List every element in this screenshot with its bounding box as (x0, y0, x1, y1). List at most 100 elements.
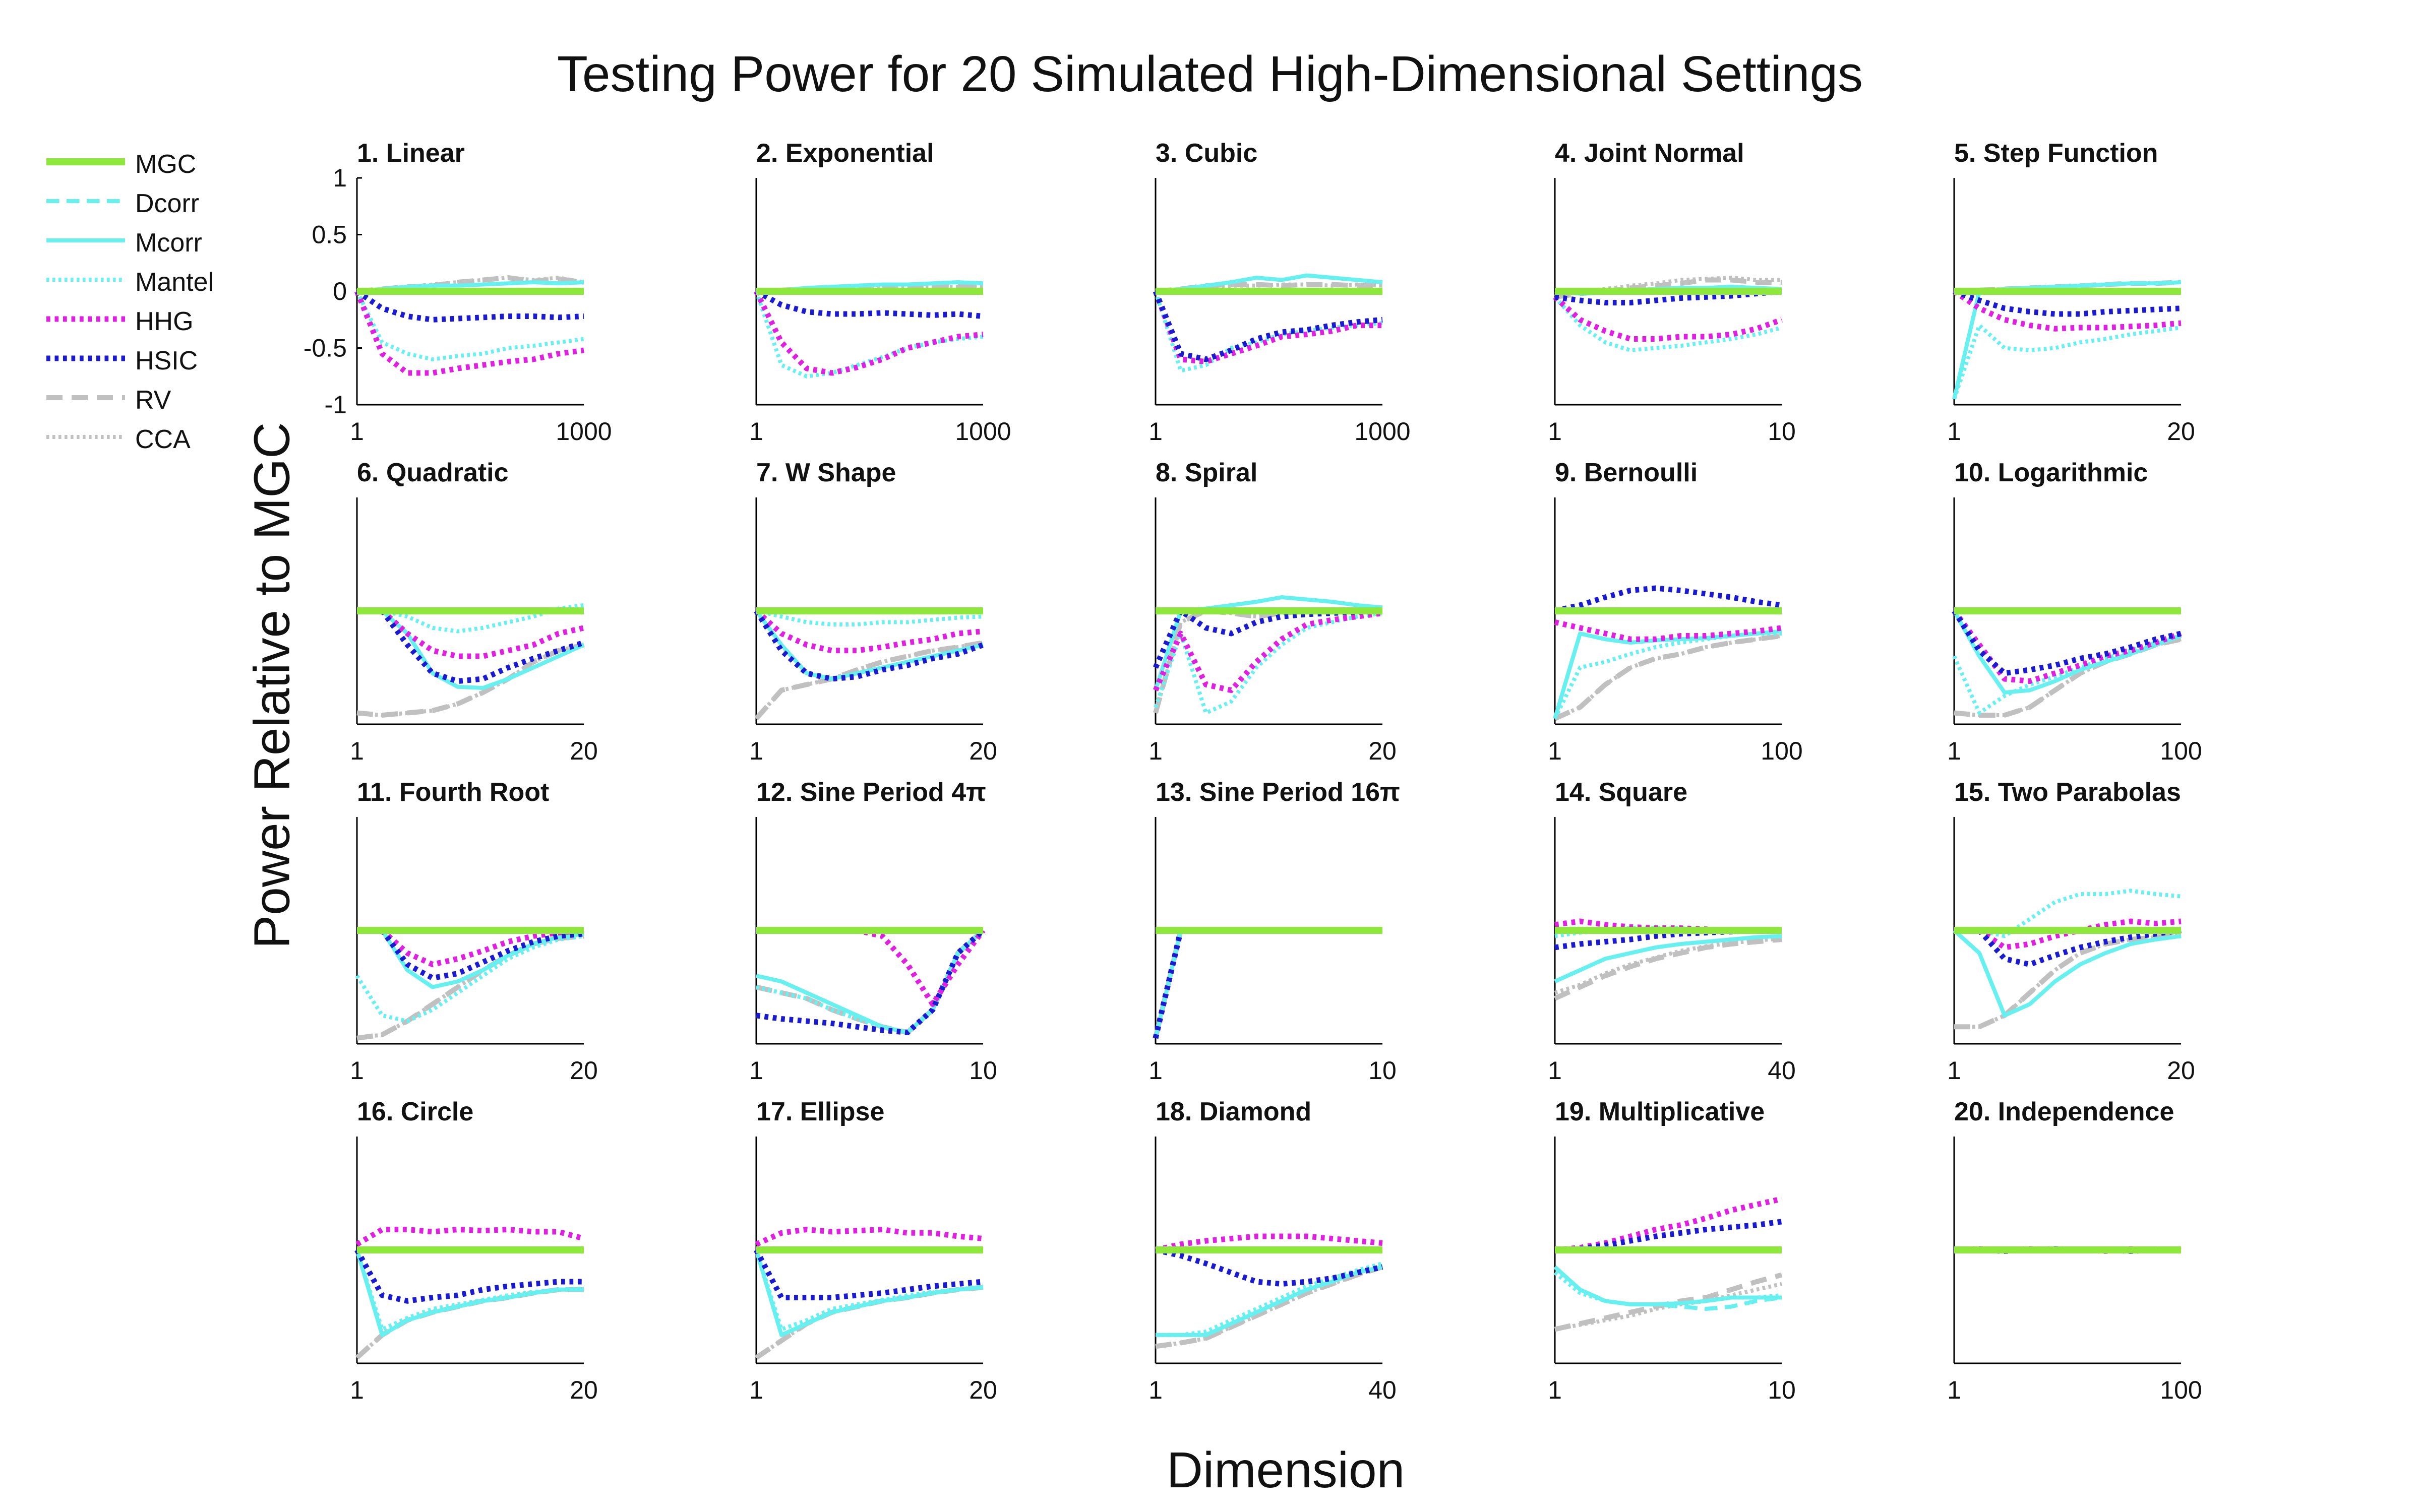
series-hhg (754, 290, 984, 376)
series-mcorr (1952, 280, 2182, 400)
series-hsic (1153, 927, 1382, 1039)
x-tick-label-max: 40 (1768, 1056, 1796, 1085)
panel-title: 20. Independence (1954, 1097, 2174, 1126)
series-hhg (1952, 289, 2182, 332)
series-rv (356, 642, 585, 718)
panel-9: 9. Bernoulli 1 100 (1548, 458, 1803, 765)
x-tick-label-max: 1000 (556, 417, 612, 446)
x-tick-label-min: 1 (1947, 417, 1961, 446)
series-mantel (355, 290, 584, 361)
panel-11: 11. Fourth Root 1 20 (350, 778, 598, 1085)
panel-title: 17. Ellipse (756, 1097, 884, 1126)
series-hsic (754, 1248, 984, 1300)
y-tick-label: -0.5 (304, 334, 347, 362)
x-tick-label-min: 1 (1947, 737, 1961, 765)
panel-title: 14. Square (1555, 778, 1687, 807)
x-tick-label-min: 1 (749, 1376, 763, 1404)
x-tick-label-max: 20 (1368, 737, 1397, 765)
x-tick-label-max: 10 (969, 1056, 997, 1085)
legend-item-mgc: MGC (39, 142, 281, 181)
legend-label: HHG (135, 307, 194, 336)
panel-title: 18. Diamond (1156, 1097, 1311, 1126)
chart-title: Testing Power for 20 Simulated High-Dime… (557, 46, 1863, 102)
series-mantel (1952, 634, 2182, 715)
x-tick-label-max: 100 (2160, 737, 2202, 765)
series-cca (1954, 933, 2182, 1029)
legend-item-hsic: HSIC (39, 339, 281, 378)
legend-label: HSIC (135, 346, 198, 375)
x-tick-label-max: 20 (2167, 417, 2195, 446)
x-tick-label-max: 100 (2160, 1376, 2202, 1404)
y-tick-label: 1 (333, 164, 347, 192)
x-tick-label-min: 1 (1548, 1376, 1562, 1404)
series-mcorr (1154, 928, 1382, 1039)
x-tick-label-max: 20 (969, 737, 997, 765)
series-mcorr (1554, 934, 1782, 983)
series-hsic (1954, 927, 2182, 967)
panel-5: 5. Step Function 1 20 (1947, 139, 2195, 446)
series-hhg (1153, 290, 1382, 364)
x-tick-label-max: 20 (969, 1376, 997, 1404)
panel-title: 6. Quadratic (357, 458, 509, 487)
series-hhg (754, 608, 984, 654)
series-cca (356, 934, 584, 1040)
series-hhg (1554, 1196, 1783, 1253)
series-mantel (1154, 928, 1382, 1039)
legend-label: Mcorr (135, 228, 202, 258)
panel-7: 7. W Shape 1 20 (749, 458, 997, 765)
series-mcorr (1953, 929, 2182, 1018)
x-tick-label-min: 1 (350, 737, 364, 765)
panel-20: 20. Independence 1 100 (1947, 1097, 2202, 1404)
x-tick-label-min: 1 (1148, 737, 1163, 765)
legend-item-rv: RV (39, 378, 281, 417)
series-hsic (1155, 1247, 1383, 1287)
panel-title: 5. Step Function (1954, 139, 2158, 168)
series-mcorr (1155, 273, 1383, 293)
legend-swatch (46, 158, 125, 165)
x-tick-label-max: 20 (2167, 1056, 2195, 1085)
x-tick-label-max: 1000 (955, 417, 1011, 446)
series-hsic (355, 289, 584, 323)
series-hhg (1153, 927, 1382, 1039)
series-cca (1154, 928, 1382, 1039)
series-rv (754, 640, 984, 721)
series-mantel (1553, 1271, 1782, 1306)
panel-title: 1. Linear (357, 139, 465, 168)
series-mantel (754, 290, 984, 379)
legend-item-mantel: Mantel (39, 260, 281, 299)
series-rv (1153, 608, 1382, 714)
series-mcorr (1553, 629, 1782, 719)
x-tick-label-min: 1 (749, 1056, 763, 1085)
y-tick-label: 0.5 (312, 221, 347, 249)
x-tick-label-min: 1 (1148, 417, 1163, 446)
panel-16: 16. Circle 1 20 (350, 1097, 598, 1404)
panel-title: 9. Bernoulli (1555, 458, 1698, 487)
series-mantel (756, 929, 985, 1035)
series-mantel (1154, 611, 1383, 715)
x-tick-label-min: 1 (350, 1376, 364, 1404)
legend: MGC Dcorr Mcorr Mantel HHG HSIC RV CCA (39, 142, 281, 455)
legend-item-hhg: HHG (39, 299, 281, 339)
y-tick-label: -1 (325, 391, 347, 419)
x-tick-label-min: 1 (1947, 1376, 1961, 1404)
series-hhg (756, 927, 986, 1007)
x-axis-title: Dimension (1166, 1442, 1405, 1498)
series-mantel (355, 934, 584, 1023)
x-tick-label-min: 1 (350, 417, 364, 446)
x-tick-label-max: 10 (1768, 1376, 1796, 1404)
panel-6: 6. Quadratic 1 20 (350, 458, 598, 765)
series-mcorr (1156, 1265, 1383, 1337)
x-tick-label-max: 20 (570, 1376, 598, 1404)
series-hhg (357, 927, 584, 967)
panel-title: 19. Multiplicative (1555, 1097, 1765, 1126)
x-tick-label-max: 10 (1768, 417, 1796, 446)
x-tick-label-min: 1 (749, 417, 763, 446)
x-tick-label-min: 1 (350, 1056, 364, 1085)
panel-title: 15. Two Parabolas (1954, 778, 2181, 807)
x-tick-label-min: 1 (1548, 737, 1562, 765)
panel-title: 7. W Shape (756, 458, 896, 487)
series-hsic (1953, 288, 2182, 317)
series-hhg (357, 608, 585, 659)
